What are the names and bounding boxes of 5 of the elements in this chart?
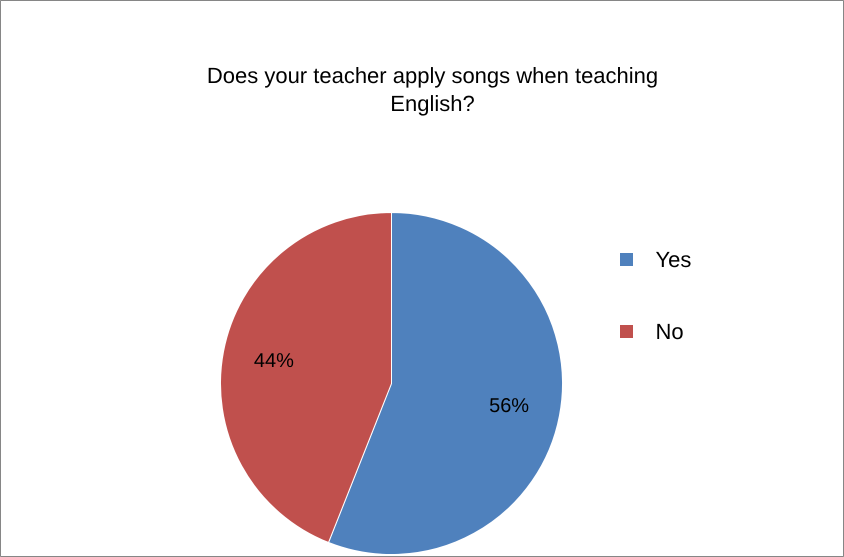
chart-title: Does your teacher apply songs when teaching English? — [206, 63, 658, 116]
data-label: 56% — [489, 394, 530, 417]
data-label: 44% — [254, 350, 294, 372]
legend-label: Yes — [656, 247, 692, 272]
legend-label: No — [656, 319, 684, 344]
